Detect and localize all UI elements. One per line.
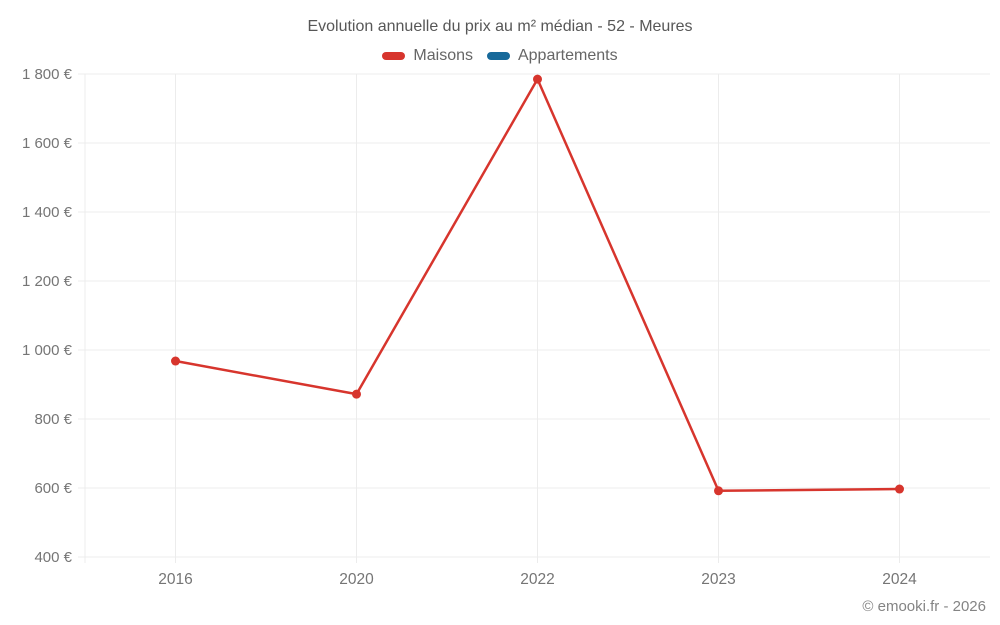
data-point[interactable] xyxy=(352,389,361,399)
chart-title: Evolution annuelle du prix au m² médian … xyxy=(307,18,693,35)
data-point[interactable] xyxy=(714,486,723,496)
legend-item-appartements[interactable]: Appartements xyxy=(486,47,618,65)
legend-item-maisons[interactable]: Maisons xyxy=(382,47,473,65)
data-point[interactable] xyxy=(895,484,904,494)
y-tick-label: 1 200 € xyxy=(22,273,73,290)
y-tick-label: 1 600 € xyxy=(22,135,73,152)
maisons-swatch-icon xyxy=(382,52,406,60)
x-tick-label: 2022 xyxy=(520,571,554,588)
appartements-swatch-icon xyxy=(486,52,510,60)
data-point[interactable] xyxy=(171,356,180,366)
x-tick-label: 2020 xyxy=(339,571,374,588)
y-tick-label: 1 000 € xyxy=(22,342,73,359)
legend-label-appartements: Appartements xyxy=(517,47,618,64)
y-tick-label: 800 € xyxy=(34,411,72,428)
y-tick-label: 1 800 € xyxy=(22,66,73,83)
legend-label-maisons: Maisons xyxy=(413,47,473,64)
attribution: © emooki.fr - 2026 xyxy=(862,598,986,615)
x-tick-label: 2023 xyxy=(701,571,735,588)
y-tick-label: 1 400 € xyxy=(22,204,73,221)
data-point[interactable] xyxy=(533,74,542,84)
x-tick-label: 2016 xyxy=(158,571,192,588)
x-tick-label: 2024 xyxy=(882,571,917,588)
y-tick-label: 600 € xyxy=(34,480,72,497)
legend: Maisons Appartements xyxy=(0,47,1000,65)
y-tick-label: 400 € xyxy=(34,549,72,566)
